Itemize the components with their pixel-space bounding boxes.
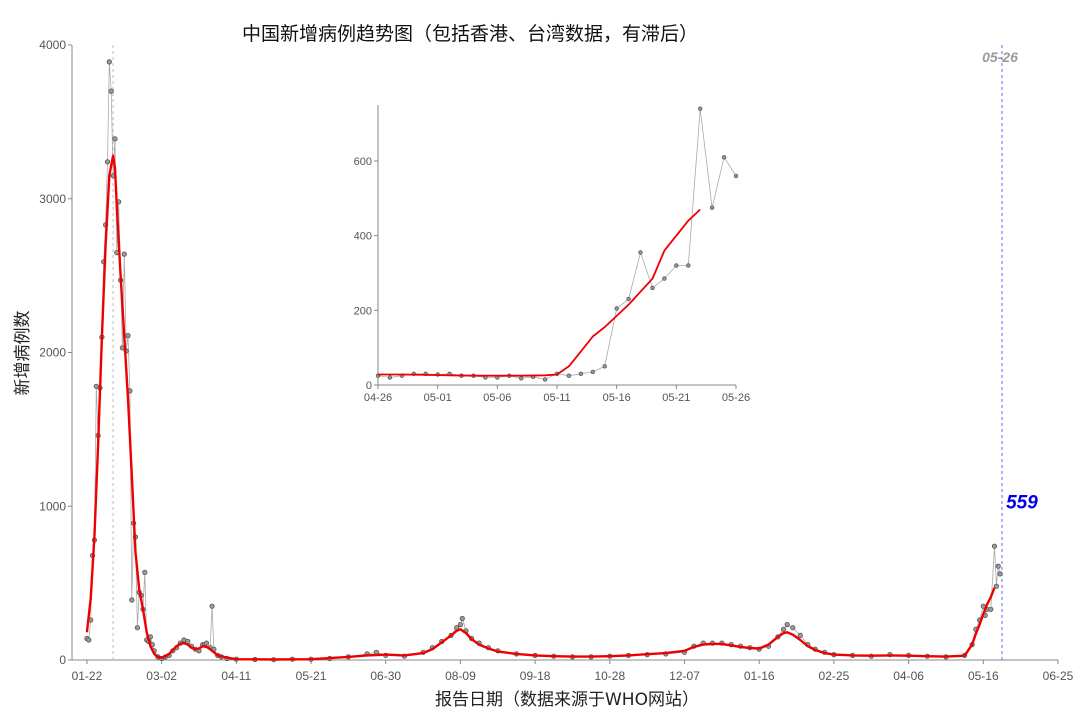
y-tick-label: 0 (59, 653, 66, 667)
x-tick-label: 05-01 (424, 392, 452, 404)
x-tick-label: 06-25 (1043, 669, 1074, 683)
smoothed-trend-line (85, 154, 996, 661)
daily-case-point (387, 375, 393, 380)
x-tick-label: 06-30 (370, 669, 401, 683)
daily-case-point (134, 625, 140, 631)
x-tick-label: 04-11 (221, 669, 251, 683)
smoothed-trend-line (378, 208, 701, 377)
daily-case-point (797, 632, 803, 639)
daily-case-point (698, 106, 703, 111)
daily-case-point (86, 637, 92, 643)
daily-case-point (991, 543, 998, 549)
daily-case-point (614, 306, 619, 311)
inset-chart: 0 200 400 600 04-26 05-01 05-06 05-11 05-16 05-21… (354, 105, 750, 404)
inset-axes: 0 200 400 600 04-26 05-01 05-06 05-11 05-16 05-21… (354, 105, 750, 404)
x-tick-label: 10-28 (594, 669, 625, 683)
x-tick-label: 01-16 (744, 669, 775, 683)
daily-case-point (542, 377, 548, 382)
daily-case-point (203, 640, 210, 646)
daily-case-point (988, 606, 994, 612)
main-smoothed-series (85, 154, 996, 661)
daily-case-point (709, 205, 715, 210)
x-tick-label: 04-26 (364, 392, 392, 404)
daily-case-point (578, 371, 584, 376)
daily-case-point (602, 364, 607, 369)
daily-case-point (638, 250, 643, 255)
daily-case-point (104, 159, 111, 165)
daily-case-point (997, 571, 1003, 577)
y-tick-label: 400 (354, 231, 372, 243)
x-tick-label: 03-02 (146, 669, 177, 683)
daily-case-point (459, 615, 465, 622)
daily-case-point (457, 621, 463, 628)
daily-case-point (106, 59, 112, 65)
y-tick-label: 3000 (39, 192, 66, 206)
daily-case-point (674, 263, 679, 268)
x-tick-label: 01-22 (72, 669, 103, 683)
x-tick-label: 05-16 (603, 392, 631, 404)
latest-date-label: 05-26 (982, 49, 1018, 65)
daily-case-point (566, 373, 572, 378)
daily-case-point (142, 569, 148, 576)
x-tick-label: 08-09 (445, 669, 476, 683)
x-tick-label: 05-11 (543, 392, 570, 404)
x-tick-label: 05-21 (296, 669, 327, 683)
latest-value-label: 559 (1006, 492, 1038, 513)
daily-case-point (721, 155, 727, 160)
x-tick-label: 05-16 (968, 669, 999, 683)
x-axis-title: 报告日期（数据来源于WHO网站） (435, 690, 699, 710)
y-tick-label: 4000 (39, 38, 66, 52)
daily-case-point (112, 136, 118, 142)
daily-case-point (626, 296, 631, 302)
daily-case-point (662, 276, 667, 281)
inset-smoothed-series (378, 208, 701, 377)
daily-case-point (209, 603, 215, 609)
y-axis-title: 新增病例数 (13, 311, 33, 396)
x-tick-label: 05-06 (483, 392, 511, 404)
daily-case-point (790, 625, 796, 631)
daily-case-point (995, 563, 1001, 569)
daily-case-point (108, 88, 114, 94)
y-tick-label: 200 (354, 305, 372, 317)
x-tick-label: 05-26 (722, 392, 750, 404)
main-annotations: 05-26 (112, 45, 1018, 660)
daily-case-point (125, 332, 131, 339)
daily-case-point (733, 173, 739, 179)
x-tick-label: 12-07 (669, 669, 700, 683)
daily-case-point (129, 597, 135, 603)
x-tick-label: 02-25 (819, 669, 850, 683)
x-tick-label: 04-06 (893, 669, 924, 683)
y-tick-label: 600 (354, 156, 372, 168)
daily-case-point (784, 621, 790, 628)
daily-case-point (993, 583, 1000, 589)
daily-case-point (780, 626, 787, 632)
y-tick-label: 0 (366, 380, 372, 392)
daily-case-point (650, 285, 655, 291)
x-tick-label: 09-18 (520, 669, 551, 683)
chart-title: 中国新增病例趋势图（包括香港、台湾数据，有滞后） (242, 23, 698, 45)
y-tick-label: 1000 (39, 499, 66, 513)
x-tick-label: 05-21 (662, 392, 690, 404)
daily-case-point (590, 369, 595, 375)
y-tick-label: 2000 (39, 346, 66, 360)
daily-case-point (519, 376, 524, 381)
daily-case-point (121, 251, 127, 257)
daily-case-point (686, 263, 691, 268)
